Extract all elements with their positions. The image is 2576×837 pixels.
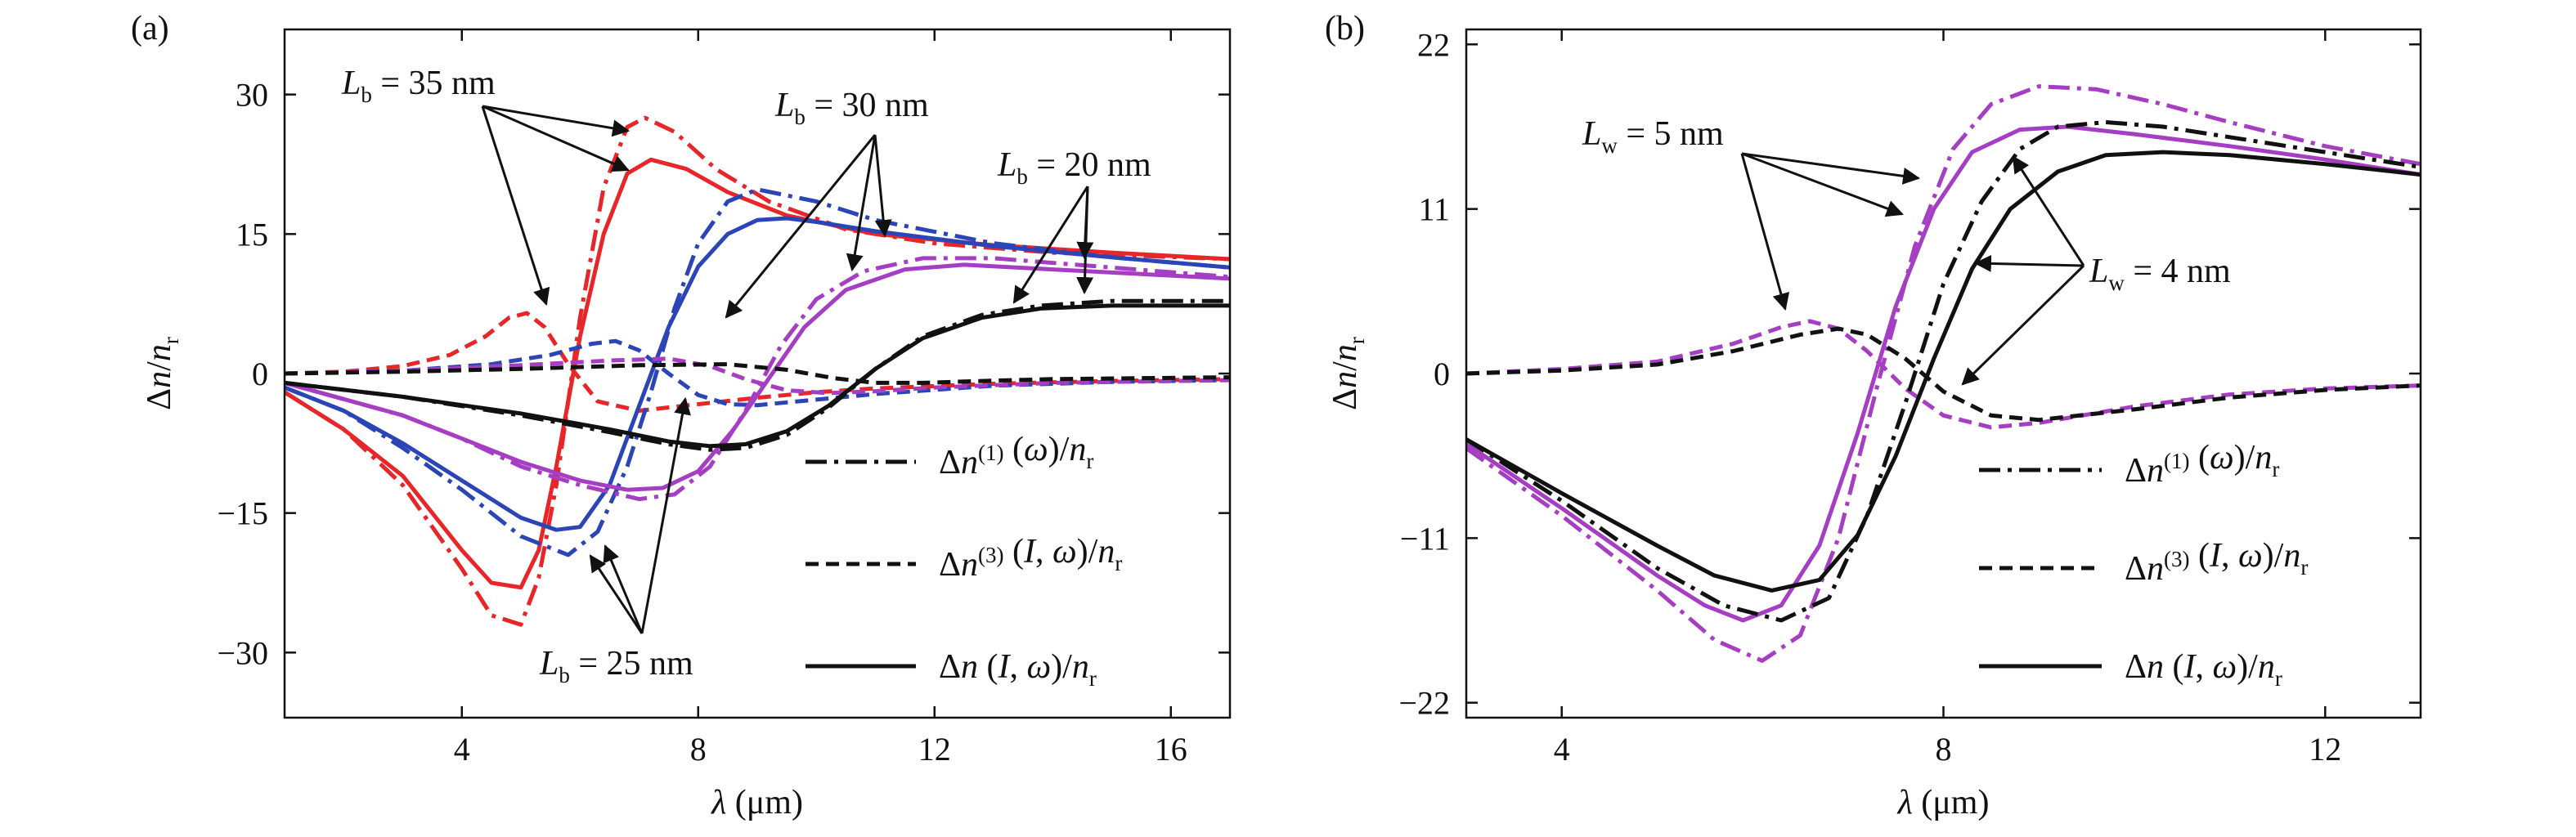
panel-label: (b): [1325, 10, 1365, 47]
annotation-arrow: [482, 105, 630, 172]
annotation-arrow: [481, 105, 550, 306]
annotation-label: Lb = 25 nm: [539, 645, 693, 687]
y-tick-label: 0: [1434, 356, 1450, 392]
x-tick-label: 12: [918, 731, 951, 768]
legend-label: Δn(1) (ω)/nr: [939, 431, 1093, 481]
annotation: Lb = 20 nm: [997, 146, 1151, 304]
series-line-dashed: [285, 338, 1230, 408]
y-tick-label: −11: [1400, 520, 1450, 557]
annotation-arrow: [1741, 152, 1904, 217]
annotation-arrow: [589, 554, 644, 634]
y-axis-label: Δn/nr: [141, 337, 183, 410]
legend-label: Δn(3) (I, ω)/nr: [2125, 537, 2308, 588]
annotation-label: Lw = 4 nm: [2089, 253, 2231, 295]
annotation-label: Lw = 5 nm: [1582, 115, 1724, 158]
y-tick-label: 15: [236, 216, 268, 253]
annotation-arrow: [725, 134, 877, 319]
series-line-dash-dot: [285, 187, 1230, 557]
x-tick-label: 4: [454, 731, 470, 768]
legend: Δn(1) (ω)/nr Δn(3) (I, ω)/nr Δn (I, ω)/nr: [806, 431, 1122, 691]
annotation-arrow: [1973, 254, 2085, 272]
series-group: [285, 115, 1230, 627]
legend-label: Δn (I, ω)/nr: [2125, 648, 2282, 691]
series-line-dashed: [1466, 319, 2421, 430]
annotation-arrow: [1961, 264, 2085, 386]
series-line-dashed: [285, 356, 1230, 396]
series-line-dash-dot: [285, 298, 1230, 452]
x-axis-label: λ (μm): [1896, 784, 1990, 821]
annotation-arrow: [873, 134, 892, 238]
annotation-arrow: [2012, 155, 2085, 266]
series-line-solid: [1466, 150, 2421, 593]
annotation-arrow: [1012, 186, 1089, 304]
annotation: Lb = 35 nm: [341, 65, 631, 306]
x-tick-label: 8: [1936, 731, 1952, 768]
annotation-arrow: [1076, 186, 1094, 260]
series-line-solid: [285, 303, 1230, 449]
legend-label: Δn (I, ω)/nr: [939, 648, 1097, 691]
x-tick-label: 16: [1155, 731, 1187, 768]
panel-a: 4 8 12 16 −30 −15 0 15 30 (a) λ (μm) Δn/nr Δn(1) (ω)…: [131, 10, 1232, 821]
x-axis-label: λ (μm): [710, 784, 803, 821]
y-tick-label: 30: [236, 77, 268, 114]
annotation-arrow: [1741, 152, 1921, 185]
legend-label: Δn(3) (I, ω)/nr: [939, 533, 1122, 584]
series-line-dashed: [1466, 326, 2421, 423]
series-line-dash-dot: [285, 256, 1230, 502]
series-line-dash-dot: [285, 115, 1230, 627]
annotation: Lw = 5 nm: [1582, 115, 1921, 311]
series-line-dash-dot: [1466, 120, 2421, 623]
annotation-arrow: [846, 134, 877, 272]
series-line-dashed: [285, 362, 1230, 385]
annotation-arrow: [603, 544, 644, 634]
annotation: Lb = 30 nm: [725, 87, 929, 319]
annotation: Lb = 25 nm: [539, 396, 693, 687]
x-tick-label: 12: [2309, 731, 2341, 768]
panel-label: (a): [131, 10, 169, 47]
annotation-arrow: [482, 105, 631, 137]
annotation-label: Lb = 30 nm: [774, 87, 929, 129]
annotation-label: Lb = 35 nm: [341, 65, 496, 107]
plot-frame: [283, 28, 1232, 719]
y-axis-label: Δn/nr: [1326, 337, 1369, 410]
annotation-arrow: [640, 396, 691, 634]
x-tick-label: 4: [1554, 731, 1570, 768]
legend-label: Δn(1) (ω)/nr: [2125, 439, 2279, 490]
y-tick-label: −15: [217, 495, 268, 532]
series-group: [1466, 84, 2421, 663]
x-tick-label: 8: [690, 731, 707, 768]
y-tick-label: 11: [1418, 191, 1450, 228]
series-line-solid: [1466, 124, 2421, 623]
y-tick-label: 0: [252, 356, 268, 392]
series-line-solid: [285, 157, 1230, 590]
annotation-arrow: [1740, 153, 1790, 311]
annotation-label: Lb = 20 nm: [997, 146, 1151, 189]
annotation: Lw = 4 nm: [1961, 155, 2231, 386]
y-tick-label: −30: [217, 634, 268, 671]
y-tick-label: −22: [1398, 685, 1450, 722]
series-line-dash-dot: [1466, 84, 2421, 663]
y-tick-label: 22: [1417, 26, 1450, 63]
legend: Δn(1) (ω)/nr Δn(3) (I, ω)/nr Δn (I, ω)/nr: [1979, 439, 2308, 691]
panel-b: 4 8 12 −22 −11 0 11 22 (b) λ (μm) Δn/nr Δn(1) (ω)/n…: [1325, 10, 2422, 821]
